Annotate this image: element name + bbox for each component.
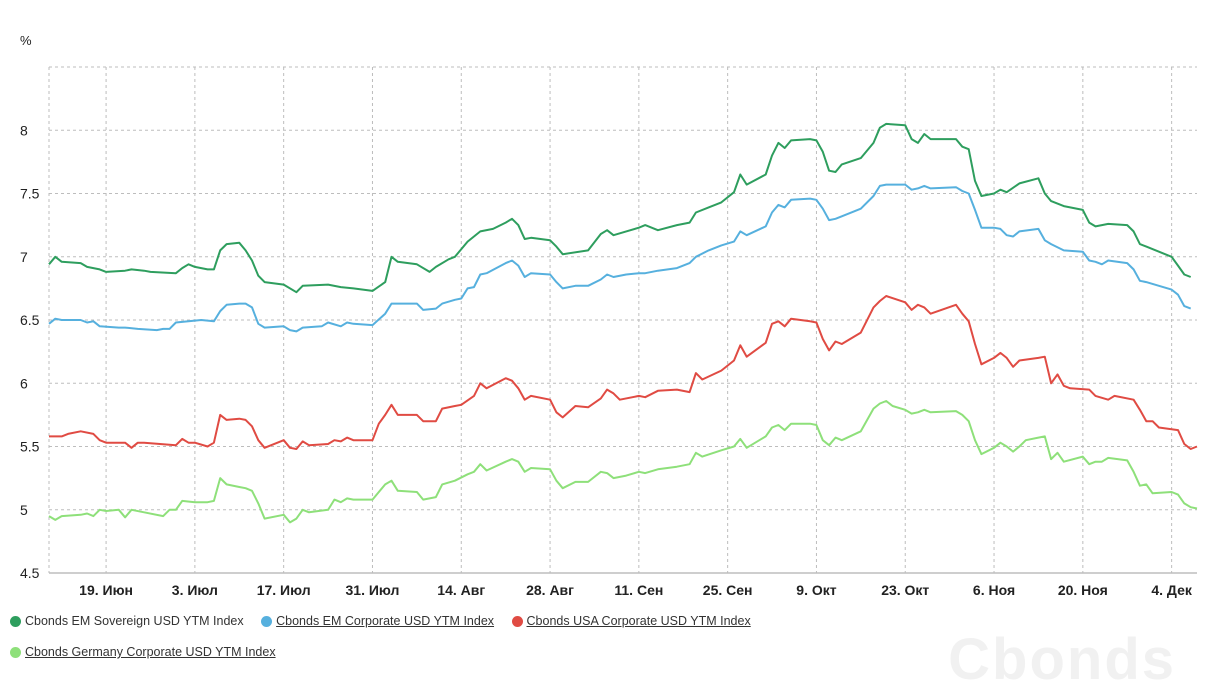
legend-dot-icon (10, 646, 21, 658)
legend-label: Cbonds Germany Corporate USD YTM Index (25, 645, 276, 659)
watermark-logo: Cbonds (948, 627, 1176, 692)
x-axis-ticks: 19. Июн 3. Июл 17. Июл 31. Июл 14. Авг 28. Ав… (79, 582, 1193, 598)
y-tick-label: 7.5 (20, 186, 40, 202)
legend-item-em-sovereign[interactable]: Cbonds EM Sovereign USD YTM Index (10, 610, 244, 632)
series-line-2[interactable] (49, 295, 1198, 450)
x-tick-label: 23. Окт (881, 582, 929, 598)
x-tick-label: 11. Сен (614, 582, 663, 598)
x-tick-label: 6. Ноя (973, 582, 1015, 598)
series-line-0[interactable] (48, 122, 1192, 294)
legend-label: Cbonds USA Corporate USD YTM Index (526, 614, 751, 628)
x-tick-label: 9. Окт (796, 582, 836, 598)
legend-dot-icon (261, 615, 273, 627)
series-lines (48, 122, 1198, 524)
x-tick-label: 31. Июл (346, 582, 400, 598)
series-line-1[interactable] (48, 183, 1192, 333)
legend-item-germany-corporate[interactable]: Cbonds Germany Corporate USD YTM Index (10, 641, 276, 663)
series-line-3[interactable] (48, 400, 1198, 524)
legend-label: Cbonds EM Corporate USD YTM Index (276, 614, 495, 628)
x-tick-label: 20. Ноя (1058, 582, 1108, 598)
legend-label: Cbonds EM Sovereign USD YTM Index (25, 614, 244, 628)
y-tick-label: 6.5 (20, 312, 40, 328)
y-tick-label: 5 (20, 502, 28, 518)
x-tick-label: 3. Июл (172, 582, 218, 598)
line-chart: 4.5 5 5.5 6 6.5 7 7.5 8 19. Июн 3. Июл 17. Июл 31.… (20, 33, 1198, 598)
y-axis-ticks: 4.5 5 5.5 6 6.5 7 7.5 8 (20, 122, 40, 581)
y-tick-label: 7 (20, 249, 28, 265)
x-tick-label: 17. Июл (257, 582, 311, 598)
y-tick-label: 6 (20, 375, 28, 391)
y-tick-label: 5.5 (20, 439, 40, 455)
legend: Cbonds EM Sovereign USD YTM Index Cbonds… (10, 610, 1190, 672)
legend-dot-icon (10, 615, 21, 627)
grid (48, 66, 1197, 574)
x-tick-label: 4. Дек (1151, 582, 1192, 598)
x-tick-label: 19. Июн (79, 582, 133, 598)
x-tick-label: 25. Сен (703, 582, 753, 598)
y-tick-label: 4.5 (20, 565, 40, 581)
x-tick-label: 28. Авг (526, 582, 574, 598)
x-tick-label: 14. Авг (437, 582, 485, 598)
legend-item-em-corporate[interactable]: Cbonds EM Corporate USD YTM Index (261, 610, 494, 632)
legend-dot-icon (511, 615, 523, 627)
y-tick-label: 8 (20, 122, 28, 138)
legend-item-usa-corporate[interactable]: Cbonds USA Corporate USD YTM Index (511, 610, 751, 632)
y-axis-unit-label: % (20, 33, 32, 48)
